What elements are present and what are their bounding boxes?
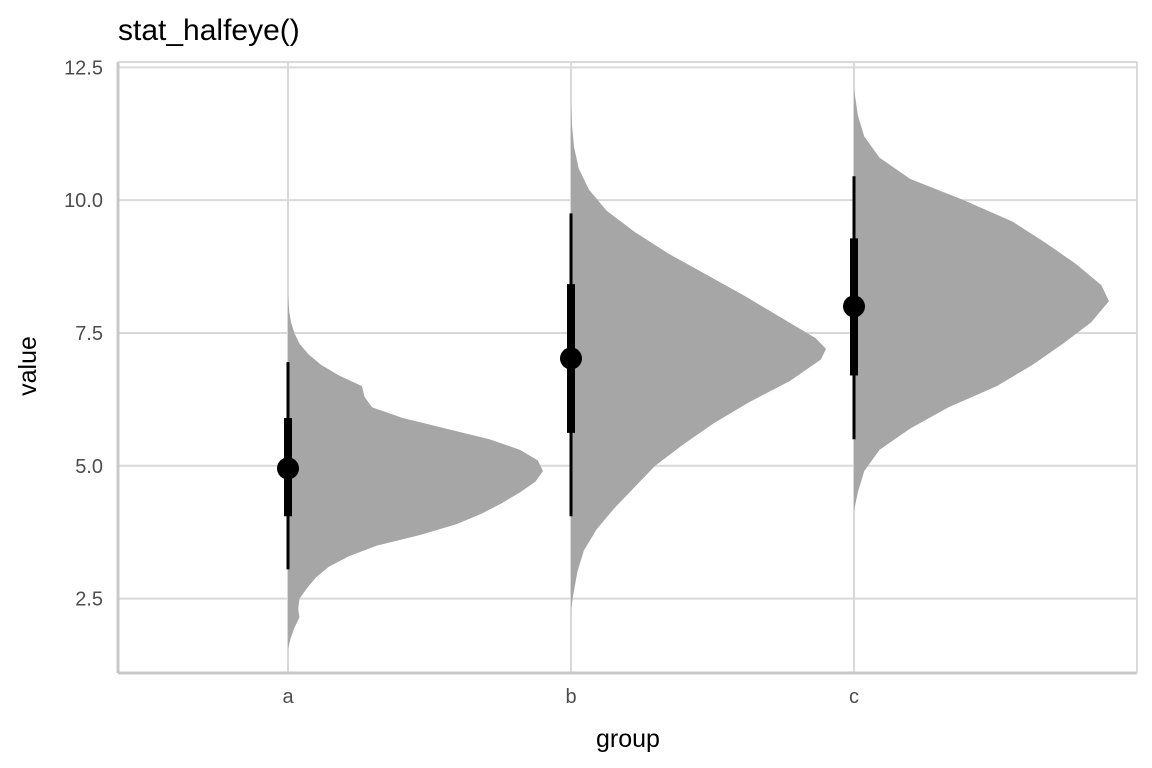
x-tick-label: c [849, 686, 859, 708]
chart-title: stat_halfeye() [118, 14, 300, 47]
density-slab-a [288, 295, 543, 650]
panel-frame [116, 61, 1138, 675]
density-slab-c [854, 88, 1109, 511]
y-axis-title: value [14, 336, 42, 396]
median-point-a [277, 457, 299, 480]
y-tick-label: 2.5 [75, 589, 103, 611]
y-tick-label: 5.0 [75, 456, 103, 478]
x-tick-label: b [565, 686, 576, 708]
y-tick-label: 12.5 [64, 57, 103, 79]
x-tick-label: a [282, 686, 294, 708]
density-slab-b [571, 104, 826, 610]
chart-marks [277, 88, 1109, 650]
y-tick-label: 10.0 [64, 190, 103, 212]
median-point-b [560, 347, 582, 370]
x-axis-title: group [596, 725, 660, 753]
median-point-c [843, 295, 865, 318]
tick-labels: 2.5 5.0 7.5 10.0 12.5 a b c [64, 57, 859, 708]
y-tick-label: 7.5 [75, 323, 103, 345]
